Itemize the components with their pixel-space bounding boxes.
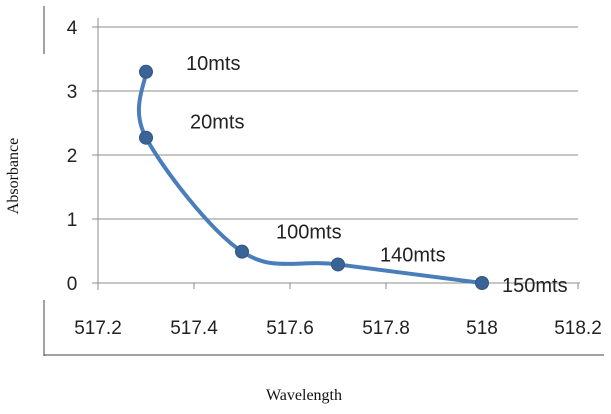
y-tick-label: 2: [67, 146, 78, 167]
x-tick-label: 517.8: [362, 318, 410, 339]
series: [136, 64, 489, 290]
x-tick-label: 517.6: [266, 318, 314, 339]
data-label: 10mts: [186, 53, 240, 75]
y-tick-label: 0: [67, 274, 78, 295]
data-point: [139, 130, 153, 145]
y-axis-title: Absorbance: [5, 138, 22, 214]
chart-frame: [43, 6, 604, 356]
y-tick-label: 3: [67, 82, 78, 103]
data-label: 140mts: [380, 244, 446, 266]
x-tick-label: 518: [466, 318, 498, 339]
tick-labels: 0 1 2 3 4 517.2 517.4 517.6 517.8 518 518.2: [67, 18, 602, 339]
data-point: [331, 257, 345, 272]
x-axis-title: Wavelength: [266, 387, 342, 404]
x-tick-label: 517.2: [74, 318, 122, 339]
data-point: [475, 276, 489, 290]
gridlines: [98, 26, 578, 220]
data-point: [139, 64, 153, 79]
point-labels: 10mts 20mts 100mts 140mts 150mts: [186, 53, 568, 297]
data-label: 150mts: [502, 275, 568, 297]
data-point: [235, 244, 249, 259]
x-tick-label: 517.4: [170, 318, 218, 339]
data-label: 20mts: [190, 112, 244, 134]
data-label: 100mts: [276, 222, 342, 244]
y-tick-label: 4: [67, 18, 78, 39]
x-tick-label: 518.2: [554, 318, 602, 339]
y-tick-label: 1: [67, 210, 78, 231]
